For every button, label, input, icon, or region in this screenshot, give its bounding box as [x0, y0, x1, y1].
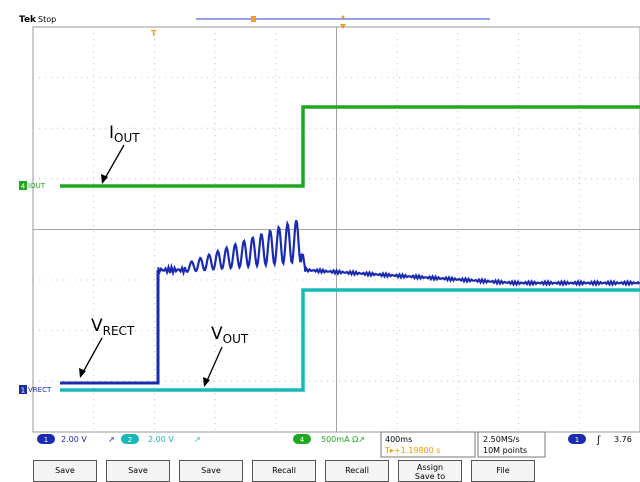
timebase-scale: 400ms [385, 435, 412, 444]
trigger-level: 3.76 [614, 435, 632, 444]
iout-annotation: IOUT [101, 123, 140, 184]
sample-rate: 2.50MS/s [483, 435, 520, 444]
record-length: 10M points [483, 446, 527, 455]
channel-1-readout-number: 1 [44, 436, 48, 444]
channel-1-number: 1 [21, 387, 25, 395]
vout-annotation: VOUT [203, 324, 249, 387]
softkey-save-1[interactable]: Save [33, 460, 97, 482]
waveform-area [60, 105, 640, 392]
svg-text:VOUT: VOUT [211, 324, 249, 346]
softkey-file[interactable]: File [471, 460, 535, 482]
channel-1-scale: 2.00 V [61, 435, 87, 444]
iout-annotation-main: I [109, 123, 114, 143]
svg-text:VRECT: VRECT [91, 316, 135, 338]
softkey-assign-save-to[interactable]: Assign Save to [398, 460, 462, 482]
channel-4-readout-number: 4 [300, 436, 305, 444]
record-expansion-marker [341, 15, 345, 19]
iout-annotation-sub: OUT [114, 131, 140, 145]
softkey-recall-2[interactable]: Recall [325, 460, 389, 482]
trigger-source: 1 [575, 436, 579, 444]
channel-1-bandwidth-icon: ↗ [108, 435, 115, 444]
channel-4-readout[interactable]: 4 500mA Ω↗ [293, 434, 365, 444]
vrect-annotation-main: V [91, 316, 103, 336]
trigger-readout[interactable]: 1 ʃ 3.76 [568, 434, 632, 446]
graticule-grid [33, 27, 640, 432]
vout-trace [60, 288, 640, 392]
vout-annotation-sub: OUT [223, 332, 249, 346]
svg-text:IOUT: IOUT [109, 123, 140, 145]
softkey-save-3[interactable]: Save [179, 460, 243, 482]
channel-4-scale: 500mA Ω↗ [321, 435, 365, 444]
timebase-readout[interactable]: 400ms T▸+1.19800 s [380, 431, 476, 458]
vrect-trace-low [60, 270, 160, 385]
trigger-slope-icon: ʃ [596, 435, 601, 446]
acquisition-readout[interactable]: 2.50MS/s 10M points [477, 431, 546, 458]
record-trigger-marker [251, 16, 256, 22]
channel-1-marker[interactable]: 1 [19, 385, 27, 395]
softkey-save-2[interactable]: Save [106, 460, 170, 482]
trigger-position-readout: T▸+1.19800 s [384, 446, 440, 455]
channel-2-scale: 2.00 V [148, 435, 174, 444]
channel-2-bandwidth-icon: ↗ [194, 435, 201, 444]
channel-4-number: 4 [21, 183, 26, 191]
vrect-trace-label: VRECT [28, 386, 52, 394]
brand-label: Tek [19, 15, 37, 25]
vrect-ripple [156, 219, 640, 287]
vrect-annotation-sub: RECT [103, 324, 135, 338]
channel-2-readout-number: 2 [128, 436, 132, 444]
vout-annotation-main: V [211, 324, 223, 344]
iout-trace [60, 105, 640, 188]
channel-1-readout[interactable]: 1 2.00 V ↗ [37, 434, 115, 444]
iout-trace-label: IOUT [28, 182, 46, 190]
channel-2-readout[interactable]: 2 2.00 V ↗ [121, 434, 201, 444]
acquisition-state: Stop [38, 15, 56, 24]
softkey-recall-1[interactable]: Recall [252, 460, 316, 482]
vrect-annotation: VRECT [79, 316, 135, 378]
channel-4-marker[interactable]: 4 [19, 181, 27, 191]
vrect-trace-ripple [156, 219, 640, 287]
